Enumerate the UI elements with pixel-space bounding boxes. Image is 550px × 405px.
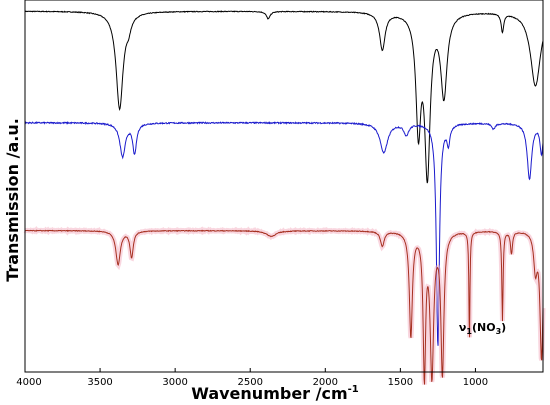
series-line-2	[24, 121, 544, 346]
series-layer	[23, 10, 546, 385]
y-axis-title: Transmission /a.u.	[3, 118, 22, 282]
x-tick-label: 2000	[313, 377, 338, 388]
x-tick-label: 3500	[87, 377, 112, 388]
x-tick-label: 1500	[388, 377, 413, 388]
x-tick-label: 3000	[162, 377, 187, 388]
annotation-close: )	[501, 321, 506, 334]
series-line-3	[24, 229, 544, 385]
x-tick-label: 1000	[463, 377, 488, 388]
x-axis-title-text: Wavenumber /cm	[191, 384, 347, 403]
annotation-sub-3: 3	[496, 327, 502, 336]
series-line-1	[24, 10, 544, 184]
x-tick-label: 4000	[16, 377, 41, 388]
x-axis-title-superscript: -1	[348, 384, 359, 395]
x-tick-label: 2500	[237, 377, 262, 388]
annotation-nu: ν	[459, 321, 467, 334]
x-axis-title: Wavenumber /cm-1	[191, 384, 359, 403]
plot-frame	[24, 0, 544, 373]
series-3-highlight	[23, 225, 546, 385]
annotation-sub-1: 1	[466, 327, 472, 336]
annotation-no: (NO	[472, 321, 496, 334]
x-axis-ticks: 4000 3500 3000 2500 2000 1500 1000	[16, 368, 488, 388]
nitrate-band-annotation: ν1(NO3)	[459, 321, 506, 336]
